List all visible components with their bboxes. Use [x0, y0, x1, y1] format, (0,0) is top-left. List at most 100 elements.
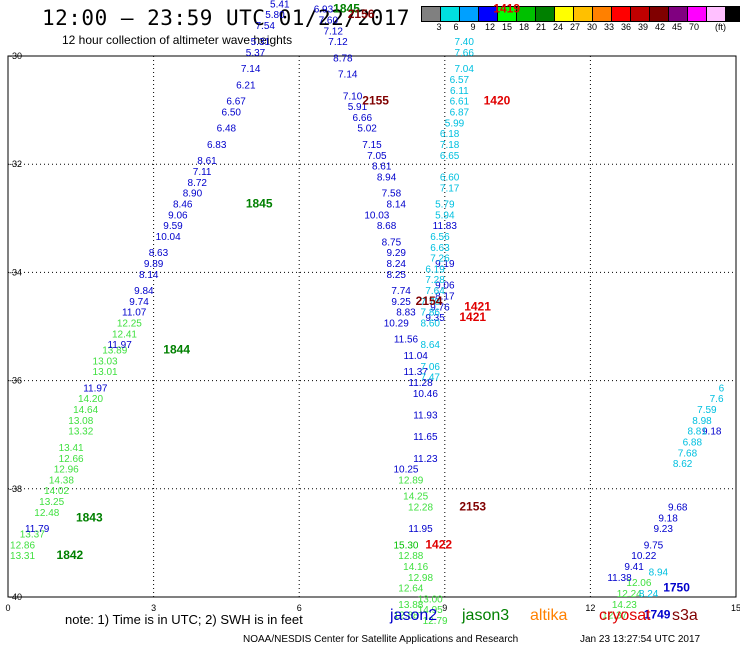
- data-point-label: 8.98: [692, 416, 712, 427]
- data-point-label: 10.46: [413, 389, 438, 400]
- data-point-label: 5.94: [435, 210, 455, 221]
- data-point-label: 7.15: [362, 140, 382, 151]
- pass-time-label: 2153: [459, 499, 486, 513]
- data-point-label: 7.10: [343, 91, 363, 102]
- data-point-label: 6.83: [207, 140, 227, 151]
- pass-time-label: 1844: [163, 343, 190, 357]
- data-point-label: 11.28: [408, 378, 433, 389]
- data-point-label: 7.58: [382, 189, 402, 200]
- data-point-label: 6.63: [430, 243, 450, 254]
- legend-tick-label: 15: [501, 22, 513, 32]
- data-point-label: 11.56: [394, 335, 419, 346]
- data-point-label: 13.89: [102, 346, 127, 357]
- x-tick-label: 9: [442, 603, 447, 613]
- legend-swatch: [725, 6, 740, 22]
- pass-time-label: 1843: [76, 510, 103, 524]
- data-point-label: 12.98: [408, 573, 433, 584]
- data-point-label: 7.40: [454, 37, 474, 48]
- data-point-label: 13.32: [68, 427, 93, 438]
- data-point-label: 12.64: [398, 584, 423, 595]
- data-point-label: 5.31: [251, 37, 271, 48]
- data-point-label: 14.38: [49, 475, 74, 486]
- data-point-label: 11.79: [25, 524, 50, 535]
- data-point-label: 8.24: [387, 259, 407, 270]
- data-point-label: 8.94: [649, 567, 669, 578]
- data-point-label: 13.31: [10, 551, 35, 562]
- data-point-label: 13.00: [418, 594, 443, 605]
- legend-tick-label: 42: [654, 22, 666, 32]
- data-point-label: 8.17: [435, 291, 455, 302]
- data-point-label: 6.60: [440, 172, 460, 183]
- data-point-label: 12.37: [602, 611, 627, 622]
- data-point-label: 9.75: [644, 540, 664, 551]
- timestamp-text: Jan 23 13:27:54 UTC 2017: [580, 634, 701, 645]
- data-point-label: 12.89: [398, 475, 423, 486]
- data-point-label: 13.37: [20, 529, 45, 540]
- data-point-label: 9.18: [658, 513, 678, 524]
- pass-time-label: 1842: [57, 548, 84, 562]
- data-point-label: 9.59: [163, 221, 183, 232]
- data-point-label: 5.37: [246, 48, 266, 59]
- satellite-s3a: s3a: [672, 607, 698, 624]
- y-tick-label: -38: [9, 484, 22, 494]
- data-point-label: 13.01: [93, 367, 118, 378]
- legend-tick-label: 9: [470, 22, 476, 32]
- data-point-label: 11.38: [607, 573, 632, 584]
- data-point-label: 9.29: [387, 248, 407, 259]
- legend-tick-label: 30: [586, 22, 598, 32]
- data-point-label: 13.08: [68, 416, 93, 427]
- data-point-label: 8.61: [197, 156, 217, 167]
- data-point-label: 9.35: [425, 313, 445, 324]
- data-point-label: 7.12: [323, 26, 343, 37]
- legend-tick-label: 27: [569, 22, 581, 32]
- data-point-label: 6.66: [353, 113, 373, 124]
- x-tick-label: 6: [297, 603, 302, 613]
- data-point-label: 8.75: [382, 237, 402, 248]
- legend-tick-label: 36: [620, 22, 632, 32]
- chart-title: 12:00 – 23:59 UTC 01/22/2017: [42, 6, 411, 30]
- data-point-label: 9.19: [435, 259, 455, 270]
- legend-tick-label: 18: [518, 22, 530, 32]
- data-point-label: 7.54: [255, 21, 275, 32]
- data-point-label: 11.04: [404, 351, 429, 362]
- data-point-label: 8.83: [396, 308, 416, 319]
- data-point-label: 7.11: [193, 167, 212, 178]
- data-point-label: 12.66: [59, 454, 84, 465]
- data-point-label: 12.41: [112, 329, 137, 340]
- data-point-label: 14.64: [73, 405, 98, 416]
- data-point-label: 7.74: [391, 286, 411, 297]
- data-point-label: 11.83: [433, 221, 458, 232]
- data-point-label: 6.18: [440, 129, 460, 140]
- legend-tick-label: 12: [484, 22, 496, 32]
- data-point-label: 12.96: [54, 465, 79, 476]
- data-point-label: 11.37: [404, 367, 429, 378]
- data-point-label: 8.72: [188, 178, 208, 189]
- data-point-label: 7.60: [319, 16, 339, 27]
- y-tick-label: -40: [9, 592, 22, 602]
- data-point-label: 7.28: [425, 275, 445, 286]
- data-point-label: 5.99: [445, 118, 465, 129]
- data-point-label: 8.61: [372, 162, 392, 173]
- credit-text: NOAA/NESDIS Center for Satellite Applica…: [243, 634, 519, 645]
- data-point-label: 8.81: [687, 427, 707, 438]
- data-point-label: 12.79: [423, 616, 448, 627]
- legend-tick-label: 21: [535, 22, 547, 32]
- data-point-label: 11.65: [413, 432, 438, 443]
- data-point-label: 6.65: [440, 151, 460, 162]
- data-point-label: 9.68: [668, 502, 688, 513]
- data-point-label: 10.22: [631, 551, 656, 562]
- data-point-label: 8.62: [673, 459, 693, 470]
- data-point-label: 12.24: [617, 589, 642, 600]
- data-point-label: 12.88: [393, 611, 418, 622]
- data-point-label: 8.46: [173, 199, 193, 210]
- data-point-label: 7.18: [440, 140, 460, 151]
- data-point-label: 8.68: [377, 221, 397, 232]
- data-point-label: 6.57: [450, 75, 470, 86]
- data-point-label: 9.76: [430, 302, 450, 313]
- data-point-label: 8.64: [421, 340, 441, 351]
- data-point-label: 6.61: [450, 97, 470, 108]
- data-point-label: 14.02: [44, 486, 69, 497]
- data-point-label: 7.14: [338, 70, 358, 81]
- data-point-label: 6.48: [217, 124, 237, 135]
- data-point-label: 8.14: [387, 199, 407, 210]
